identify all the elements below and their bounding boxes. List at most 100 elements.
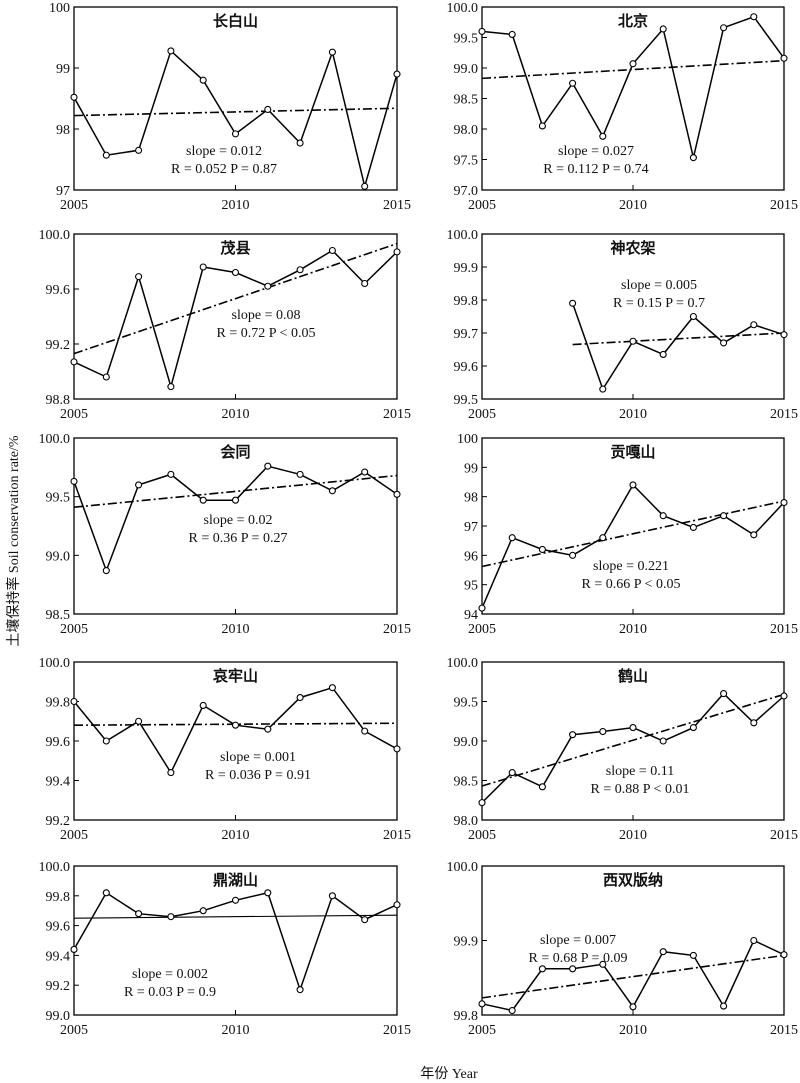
y-tick-label: 99.2 bbox=[46, 979, 71, 994]
x-tick-label: 2010 bbox=[222, 622, 250, 637]
data-point bbox=[780, 692, 788, 700]
chart-panel: 西双版纳 99.8 99.9 100.0 2005 2010 2015 slope = 0.0… bbox=[447, 860, 799, 1038]
data-point bbox=[393, 70, 401, 78]
y-tick-label: 98 bbox=[56, 123, 70, 138]
data-point bbox=[264, 105, 272, 114]
data-point bbox=[750, 936, 758, 945]
y-tick-label: 99.6 bbox=[46, 735, 71, 750]
y-tick-label: 97 bbox=[464, 520, 478, 535]
data-point bbox=[361, 279, 369, 288]
data-point bbox=[750, 719, 758, 727]
data-point bbox=[599, 960, 607, 968]
x-tick-label: 2010 bbox=[222, 407, 250, 422]
panel-title: 鼎湖山 bbox=[213, 871, 258, 889]
data-point bbox=[328, 246, 336, 255]
data-point bbox=[478, 27, 486, 35]
plot-frame bbox=[73, 661, 398, 821]
data-point bbox=[659, 737, 667, 745]
y-tick-label: 99.4 bbox=[46, 949, 71, 964]
x-tick-label: 2010 bbox=[619, 407, 647, 422]
y-tick-label: 99.4 bbox=[46, 775, 71, 790]
y-tick-label: 97 bbox=[56, 184, 70, 199]
y-tick-label: 99.6 bbox=[454, 360, 479, 375]
y-tick-label: 98.5 bbox=[454, 775, 479, 790]
x-tick-label: 2010 bbox=[222, 198, 250, 213]
data-point bbox=[538, 545, 546, 554]
data-point bbox=[780, 951, 788, 959]
x-tick-label: 2015 bbox=[383, 828, 411, 843]
slope-annotation: slope = 0.02 bbox=[204, 513, 273, 528]
series-line bbox=[481, 939, 785, 1012]
chart-panel: 北京 97.0 97.5 98.0 98.5 99.0 99.5 100.0 2005 2010 2… bbox=[447, 1, 799, 213]
stats-annotation: R = 0.036 P = 0.91 bbox=[205, 768, 311, 783]
x-tick-label: 2005 bbox=[60, 622, 88, 637]
slope-annotation: slope = 0.11 bbox=[606, 764, 674, 779]
data-point bbox=[102, 151, 110, 159]
y-tick-label: 100.0 bbox=[39, 432, 71, 447]
stats-annotation: R = 0.68 P = 0.09 bbox=[529, 951, 628, 966]
data-point bbox=[328, 892, 336, 900]
data-point bbox=[538, 783, 546, 791]
x-tick-label: 2015 bbox=[770, 622, 798, 637]
y-tick-label: 100 bbox=[49, 1, 70, 16]
x-tick-label: 2005 bbox=[468, 622, 496, 637]
y-tick-label: 100.0 bbox=[39, 860, 71, 875]
data-point bbox=[328, 487, 336, 495]
data-point bbox=[167, 470, 175, 478]
data-point bbox=[569, 731, 577, 739]
x-tick-label: 2010 bbox=[619, 828, 647, 843]
data-point bbox=[135, 717, 143, 725]
y-tick-label: 99.5 bbox=[46, 491, 71, 506]
panel-title: 茂县 bbox=[220, 239, 250, 257]
data-point bbox=[750, 13, 758, 21]
x-tick-label: 2015 bbox=[770, 1023, 798, 1038]
series-line bbox=[571, 303, 785, 391]
y-tick-label: 97.5 bbox=[454, 154, 479, 169]
data-point bbox=[750, 531, 758, 539]
y-tick-label: 98.0 bbox=[454, 814, 479, 829]
data-point bbox=[599, 132, 607, 140]
slope-annotation: slope = 0.221 bbox=[593, 559, 669, 574]
data-point bbox=[720, 512, 728, 520]
y-tick-label: 99.0 bbox=[46, 1009, 71, 1024]
slope-annotation: slope = 0.012 bbox=[186, 144, 262, 159]
data-point bbox=[70, 477, 78, 485]
data-point bbox=[167, 913, 175, 921]
y-tick-label: 99.8 bbox=[46, 890, 71, 905]
stats-annotation: R = 0.052 P = 0.87 bbox=[171, 162, 277, 177]
data-point bbox=[720, 339, 728, 347]
y-tick-label: 97.0 bbox=[454, 184, 479, 199]
x-tick-label: 2005 bbox=[468, 198, 496, 213]
data-point bbox=[478, 604, 486, 612]
slope-annotation: slope = 0.007 bbox=[540, 933, 616, 948]
data-point bbox=[569, 299, 577, 307]
data-point bbox=[780, 54, 788, 62]
y-tick-label: 99.6 bbox=[46, 920, 71, 935]
data-point bbox=[569, 551, 577, 559]
chart-panel: 茂县 98.8 99.2 99.6 100.0 2005 2010 2015 slope = 0… bbox=[39, 228, 412, 422]
data-point bbox=[629, 60, 637, 68]
stats-annotation: R = 0.72 P < 0.05 bbox=[217, 326, 316, 341]
chart-panel: 长白山 97 98 99 100 2005 2010 2015 slope = 0.012 R =… bbox=[49, 1, 411, 213]
data-point bbox=[720, 690, 728, 698]
data-point bbox=[629, 724, 637, 732]
data-point bbox=[538, 122, 546, 130]
data-point bbox=[199, 496, 207, 504]
x-tick-label: 2005 bbox=[60, 1023, 88, 1038]
x-tick-label: 2015 bbox=[383, 1023, 411, 1038]
data-point bbox=[629, 1003, 637, 1011]
plot-frame bbox=[481, 233, 785, 400]
data-point bbox=[659, 25, 667, 33]
data-point bbox=[689, 312, 697, 321]
y-tick-label: 99 bbox=[56, 62, 70, 77]
panel-title: 哀牢山 bbox=[213, 667, 258, 685]
y-tick-label: 100.0 bbox=[39, 656, 71, 671]
x-tick-label: 2015 bbox=[383, 622, 411, 637]
data-point bbox=[629, 481, 637, 489]
data-point bbox=[599, 385, 607, 393]
y-tick-label: 98.5 bbox=[46, 608, 71, 623]
data-point bbox=[264, 282, 272, 290]
panel-title: 西双版纳 bbox=[603, 871, 663, 889]
x-tick-label: 2015 bbox=[770, 198, 798, 213]
